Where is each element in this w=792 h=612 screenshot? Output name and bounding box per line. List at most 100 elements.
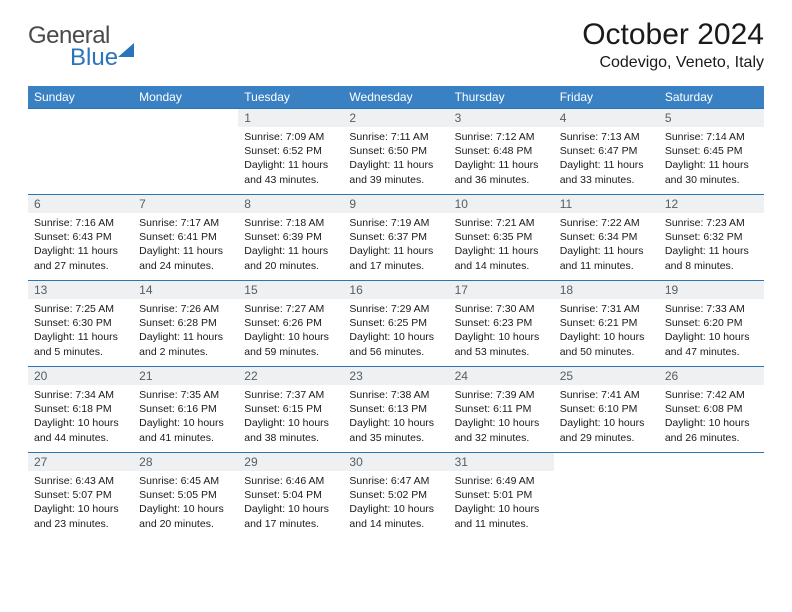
info-line: Daylight: 10 hours (244, 416, 337, 430)
calendar-cell: 11Sunrise: 7:22 AMSunset: 6:34 PMDayligh… (554, 195, 659, 281)
info-line: Sunset: 6:37 PM (349, 230, 442, 244)
info-line: Daylight: 10 hours (349, 330, 442, 344)
info-line: Sunrise: 7:23 AM (665, 216, 758, 230)
info-line: Sunset: 6:47 PM (560, 144, 653, 158)
info-line: Sunrise: 6:49 AM (455, 474, 548, 488)
info-line: and 8 minutes. (665, 259, 758, 273)
info-line: and 26 minutes. (665, 431, 758, 445)
info-line: and 38 minutes. (244, 431, 337, 445)
info-line: and 30 minutes. (665, 173, 758, 187)
day-number: 23 (343, 367, 448, 385)
info-line: and 17 minutes. (244, 517, 337, 531)
weekday-header: Monday (133, 86, 238, 109)
info-line: and 47 minutes. (665, 345, 758, 359)
info-line: and 5 minutes. (34, 345, 127, 359)
info-line: Sunset: 6:32 PM (665, 230, 758, 244)
day-number: 30 (343, 453, 448, 471)
day-info: Sunrise: 7:16 AMSunset: 6:43 PMDaylight:… (28, 213, 133, 277)
calendar-cell: 7Sunrise: 7:17 AMSunset: 6:41 PMDaylight… (133, 195, 238, 281)
day-info: Sunrise: 7:14 AMSunset: 6:45 PMDaylight:… (659, 127, 764, 191)
info-line: Sunset: 6:41 PM (139, 230, 232, 244)
info-line: and 41 minutes. (139, 431, 232, 445)
info-line: and 24 minutes. (139, 259, 232, 273)
info-line: Daylight: 11 hours (34, 244, 127, 258)
info-line: Sunset: 5:02 PM (349, 488, 442, 502)
calendar-table: SundayMondayTuesdayWednesdayThursdayFrid… (28, 86, 764, 539)
info-line: Sunrise: 7:16 AM (34, 216, 127, 230)
calendar-cell: 8Sunrise: 7:18 AMSunset: 6:39 PMDaylight… (238, 195, 343, 281)
calendar-cell: 12Sunrise: 7:23 AMSunset: 6:32 PMDayligh… (659, 195, 764, 281)
info-line: Daylight: 10 hours (665, 330, 758, 344)
day-number: 29 (238, 453, 343, 471)
info-line: Daylight: 10 hours (665, 416, 758, 430)
calendar-cell-empty (659, 453, 764, 539)
day-info: Sunrise: 7:18 AMSunset: 6:39 PMDaylight:… (238, 213, 343, 277)
brand-logo: General Blue (28, 18, 134, 72)
info-line: Sunrise: 7:18 AM (244, 216, 337, 230)
info-line: Sunrise: 7:17 AM (139, 216, 232, 230)
info-line: Sunrise: 6:47 AM (349, 474, 442, 488)
info-line: Sunrise: 7:41 AM (560, 388, 653, 402)
day-info: Sunrise: 7:39 AMSunset: 6:11 PMDaylight:… (449, 385, 554, 449)
info-line: Sunset: 6:50 PM (349, 144, 442, 158)
info-line: Sunrise: 7:30 AM (455, 302, 548, 316)
day-info: Sunrise: 7:17 AMSunset: 6:41 PMDaylight:… (133, 213, 238, 277)
info-line: Sunrise: 6:46 AM (244, 474, 337, 488)
info-line: and 11 minutes. (455, 517, 548, 531)
info-line: and 39 minutes. (349, 173, 442, 187)
info-line: Daylight: 10 hours (34, 502, 127, 516)
weekday-header: Thursday (449, 86, 554, 109)
day-info: Sunrise: 7:12 AMSunset: 6:48 PMDaylight:… (449, 127, 554, 191)
day-number: 28 (133, 453, 238, 471)
weekday-header: Saturday (659, 86, 764, 109)
calendar-cell: 28Sunrise: 6:45 AMSunset: 5:05 PMDayligh… (133, 453, 238, 539)
info-line: and 20 minutes. (139, 517, 232, 531)
info-line: and 14 minutes. (349, 517, 442, 531)
info-line: Sunrise: 7:11 AM (349, 130, 442, 144)
info-line: Sunrise: 7:39 AM (455, 388, 548, 402)
day-number: 4 (554, 109, 659, 127)
info-line: Daylight: 10 hours (244, 330, 337, 344)
day-number: 16 (343, 281, 448, 299)
info-line: and 59 minutes. (244, 345, 337, 359)
day-info: Sunrise: 7:30 AMSunset: 6:23 PMDaylight:… (449, 299, 554, 363)
title-block: October 2024 Codevigo, Veneto, Italy (582, 18, 764, 72)
info-line: Daylight: 11 hours (349, 244, 442, 258)
day-number: 7 (133, 195, 238, 213)
info-line: Daylight: 10 hours (139, 416, 232, 430)
info-line: Sunrise: 7:35 AM (139, 388, 232, 402)
info-line: Sunset: 6:18 PM (34, 402, 127, 416)
info-line: Sunset: 6:10 PM (560, 402, 653, 416)
day-info: Sunrise: 6:45 AMSunset: 5:05 PMDaylight:… (133, 471, 238, 535)
calendar-cell: 17Sunrise: 7:30 AMSunset: 6:23 PMDayligh… (449, 281, 554, 367)
info-line: Sunset: 6:21 PM (560, 316, 653, 330)
day-number: 1 (238, 109, 343, 127)
day-info: Sunrise: 7:34 AMSunset: 6:18 PMDaylight:… (28, 385, 133, 449)
calendar-cell-empty (554, 453, 659, 539)
info-line: Sunset: 6:28 PM (139, 316, 232, 330)
page-title: October 2024 (582, 18, 764, 52)
day-info: Sunrise: 6:46 AMSunset: 5:04 PMDaylight:… (238, 471, 343, 535)
info-line: Sunset: 6:23 PM (455, 316, 548, 330)
calendar-cell: 6Sunrise: 7:16 AMSunset: 6:43 PMDaylight… (28, 195, 133, 281)
calendar-cell: 31Sunrise: 6:49 AMSunset: 5:01 PMDayligh… (449, 453, 554, 539)
info-line: Daylight: 11 hours (349, 158, 442, 172)
info-line: Sunset: 6:39 PM (244, 230, 337, 244)
info-line: Daylight: 10 hours (34, 416, 127, 430)
info-line: Sunset: 6:45 PM (665, 144, 758, 158)
day-number: 6 (28, 195, 133, 213)
info-line: Daylight: 10 hours (139, 502, 232, 516)
info-line: Sunrise: 7:42 AM (665, 388, 758, 402)
calendar-cell: 23Sunrise: 7:38 AMSunset: 6:13 PMDayligh… (343, 367, 448, 453)
info-line: Daylight: 10 hours (455, 416, 548, 430)
info-line: Daylight: 10 hours (455, 502, 548, 516)
info-line: and 53 minutes. (455, 345, 548, 359)
info-line: Daylight: 11 hours (34, 330, 127, 344)
day-info: Sunrise: 7:19 AMSunset: 6:37 PMDaylight:… (343, 213, 448, 277)
weekday-header: Tuesday (238, 86, 343, 109)
info-line: Sunrise: 7:31 AM (560, 302, 653, 316)
calendar-cell-empty (28, 109, 133, 195)
info-line: Sunrise: 7:14 AM (665, 130, 758, 144)
day-number: 10 (449, 195, 554, 213)
info-line: Daylight: 11 hours (560, 158, 653, 172)
